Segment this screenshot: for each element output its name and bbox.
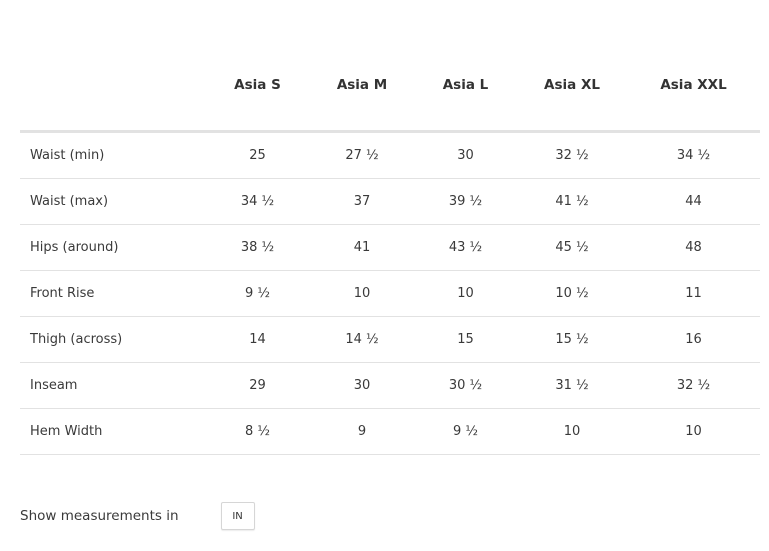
table-row: Hips (around) 38 ½ 41 43 ½ 45 ½ 48: [20, 225, 760, 271]
table-cell: 30: [457, 148, 474, 163]
table-header-row: Asia S Asia M Asia L Asia XL Asia XXL: [20, 0, 760, 133]
table-cell: 9: [357, 424, 367, 439]
header-empty-cell: [20, 45, 205, 85]
table-cell: 10: [353, 286, 371, 301]
table-cell: 39 ½: [448, 194, 483, 209]
table-row: Waist (min) 25 27 ½ 30 32 ½ 34 ½: [20, 133, 760, 179]
table-cell: 8 ½: [244, 424, 270, 439]
table-cell: 30 ½: [448, 378, 483, 393]
table-cell: 15: [457, 332, 474, 347]
row-label: Hem Width: [30, 424, 103, 439]
table-cell: 41 ½: [555, 194, 589, 209]
table-cell: 27 ½: [345, 148, 379, 163]
row-label: Thigh (across): [30, 332, 123, 347]
table-cell: 25: [249, 148, 266, 163]
table-cell: 9 ½: [452, 424, 478, 439]
row-label: Inseam: [30, 378, 78, 393]
column-header: Asia S: [234, 77, 281, 93]
table-row: Waist (max) 34 ½ 37 39 ½ 41 ½ 44: [20, 179, 760, 225]
table-cell: 15 ½: [555, 332, 589, 347]
table-cell: 10: [563, 424, 581, 439]
table-body: Waist (min) 25 27 ½ 30 32 ½ 34 ½ Waist (max) 34…: [20, 133, 760, 455]
table-cell: 10: [457, 286, 474, 301]
table-cell: 14: [249, 332, 266, 347]
column-header: Asia L: [442, 77, 489, 93]
table-cell: 32 ½: [676, 378, 711, 393]
size-chart-table: Asia S Asia M Asia L Asia XL Asia XXL Waist …: [20, 0, 760, 455]
row-label: Waist (max): [30, 194, 109, 209]
unit-toggle-area: Show measurements in IN: [20, 502, 255, 530]
table-cell: 45 ½: [555, 240, 589, 255]
table-cell: 41: [353, 240, 371, 255]
column-header: Asia XL: [544, 77, 600, 93]
table-cell: 10: [685, 424, 702, 439]
table-row: Thigh (across) 14 14 ½ 15 15 ½ 16: [20, 317, 760, 363]
table-cell: 34 ½: [676, 148, 711, 163]
table-cell: 34 ½: [240, 194, 275, 209]
table-cell: 43 ½: [448, 240, 483, 255]
table-cell: 29: [249, 378, 266, 393]
table-cell: 38 ½: [240, 240, 275, 255]
table-cell: 48: [685, 240, 702, 255]
table-cell: 30: [353, 378, 371, 393]
table-cell: 44: [685, 194, 702, 209]
table-cell: 10 ½: [555, 286, 589, 301]
table-cell: 11: [685, 286, 702, 301]
table-cell: 9 ½: [244, 286, 270, 301]
column-header: Asia M: [336, 77, 388, 93]
row-label: Waist (min): [30, 148, 105, 163]
table-cell: 14 ½: [345, 332, 379, 347]
row-label: Hips (around): [30, 240, 119, 255]
table-cell: 37: [353, 194, 371, 209]
table-row: Front Rise 9 ½ 10 10 10 ½ 11: [20, 271, 760, 317]
table-cell: 32 ½: [555, 148, 589, 163]
unit-toggle-button[interactable]: IN: [220, 502, 255, 530]
table-row: Inseam 29 30 30 ½ 31 ½ 32 ½: [20, 363, 760, 409]
column-header: Asia XXL: [660, 77, 727, 93]
row-label: Front Rise: [30, 286, 95, 301]
table-cell: 16: [685, 332, 702, 347]
table-row: Hem Width 8 ½ 9 9 ½ 10 10: [20, 409, 760, 455]
table-cell: 31 ½: [555, 378, 589, 393]
unit-toggle-label: Show measurements in: [20, 508, 179, 524]
